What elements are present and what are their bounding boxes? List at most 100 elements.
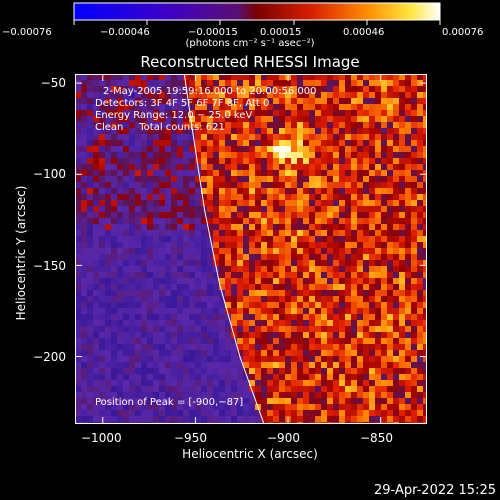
heatmap-cell bbox=[399, 182, 406, 189]
heatmap-cell bbox=[129, 236, 136, 243]
heatmap-cell bbox=[339, 350, 346, 357]
heatmap-cell bbox=[195, 158, 202, 165]
heatmap-cell bbox=[333, 368, 340, 375]
heatmap-cell bbox=[243, 134, 250, 141]
heatmap-cell bbox=[111, 104, 118, 111]
heatmap-cell bbox=[147, 182, 154, 189]
heatmap-cell bbox=[285, 392, 292, 399]
heatmap-cell bbox=[243, 182, 250, 189]
heatmap-cell bbox=[123, 170, 130, 177]
heatmap-cell bbox=[141, 200, 148, 207]
heatmap-cell bbox=[399, 242, 406, 249]
heatmap-cell bbox=[303, 218, 310, 225]
heatmap-cell bbox=[81, 188, 88, 195]
heatmap-cell bbox=[141, 278, 148, 285]
heatmap-cell bbox=[363, 284, 370, 291]
heatmap-cell bbox=[423, 164, 427, 171]
heatmap-cell bbox=[291, 80, 298, 87]
heatmap-cell bbox=[297, 122, 304, 129]
heatmap-cell bbox=[99, 230, 106, 237]
heatmap-cell bbox=[393, 326, 400, 333]
heatmap-cell bbox=[351, 356, 358, 363]
heatmap-cell bbox=[81, 92, 88, 99]
heatmap-cell bbox=[87, 302, 94, 309]
heatmap-cell bbox=[327, 410, 334, 417]
heatmap-cell bbox=[423, 308, 427, 315]
heatmap-cell bbox=[249, 218, 256, 225]
heatmap-cell bbox=[255, 272, 262, 279]
heatmap-cell bbox=[165, 290, 172, 297]
heatmap-cell bbox=[423, 194, 427, 201]
heatmap-cell bbox=[423, 122, 427, 129]
heatmap-cell bbox=[141, 350, 148, 357]
heatmap-cell bbox=[351, 338, 358, 345]
heatmap-cell bbox=[201, 284, 208, 291]
heatmap-cell bbox=[249, 152, 256, 159]
heatmap-cell bbox=[345, 338, 352, 345]
heatmap-cell bbox=[345, 248, 352, 255]
heatmap-cell bbox=[393, 116, 400, 123]
heatmap-cell bbox=[303, 236, 310, 243]
heatmap-cell bbox=[81, 386, 88, 393]
heatmap-cell bbox=[117, 152, 124, 159]
heatmap-cell bbox=[261, 242, 268, 249]
heatmap-cell bbox=[417, 350, 424, 357]
heatmap-cell bbox=[279, 110, 286, 117]
heatmap-cell bbox=[177, 410, 184, 417]
heatmap-cell bbox=[219, 122, 226, 129]
heatmap-cell bbox=[159, 284, 166, 291]
heatmap-cell bbox=[99, 158, 106, 165]
heatmap-cell bbox=[165, 206, 172, 213]
heatmap-cell bbox=[219, 326, 226, 333]
heatmap-cell bbox=[207, 80, 214, 87]
heatmap-cell bbox=[249, 272, 256, 279]
heatmap-cell bbox=[177, 332, 184, 339]
heatmap-cell bbox=[117, 272, 124, 279]
heatmap-cell bbox=[129, 152, 136, 159]
heatmap-cell bbox=[147, 254, 154, 261]
heatmap-cell bbox=[189, 266, 196, 273]
heatmap-cell bbox=[291, 122, 298, 129]
heatmap-cell bbox=[303, 344, 310, 351]
heatmap-cell bbox=[129, 320, 136, 327]
heatmap-cell bbox=[123, 218, 130, 225]
heatmap-cell bbox=[369, 380, 376, 387]
heatmap-cell bbox=[99, 206, 106, 213]
heatmap-cell bbox=[153, 314, 160, 321]
heatmap-cell bbox=[87, 332, 94, 339]
heatmap-cell bbox=[135, 398, 142, 405]
heatmap-cell bbox=[297, 194, 304, 201]
heatmap-cell bbox=[291, 386, 298, 393]
heatmap-cell bbox=[351, 80, 358, 87]
heatmap-cell bbox=[321, 290, 328, 297]
heatmap-cell bbox=[363, 110, 370, 117]
heatmap-cell bbox=[261, 350, 268, 357]
heatmap-cell bbox=[273, 332, 280, 339]
heatmap-cell bbox=[387, 86, 394, 93]
heatmap-cell bbox=[249, 350, 256, 357]
heatmap-cell bbox=[183, 290, 190, 297]
heatmap-cell bbox=[399, 326, 406, 333]
heatmap-cell bbox=[195, 350, 202, 357]
heatmap-cell bbox=[99, 188, 106, 195]
heatmap-cell bbox=[315, 182, 322, 189]
heatmap-cell bbox=[159, 248, 166, 255]
heatmap-cell bbox=[333, 284, 340, 291]
heatmap-cell bbox=[249, 416, 256, 423]
heatmap-cell bbox=[417, 320, 424, 327]
heatmap-cell bbox=[93, 188, 100, 195]
heatmap-cell bbox=[387, 122, 394, 129]
heatmap-cell bbox=[165, 332, 172, 339]
heatmap-cell bbox=[207, 128, 214, 135]
heatmap-cell bbox=[141, 230, 148, 237]
heatmap-cell bbox=[147, 188, 154, 195]
heatmap-cell bbox=[273, 200, 280, 207]
heatmap-cell bbox=[333, 92, 340, 99]
heatmap-cell bbox=[207, 98, 214, 105]
heatmap-cell bbox=[345, 182, 352, 189]
heatmap-cell bbox=[375, 74, 382, 81]
heatmap-cell bbox=[189, 290, 196, 297]
heatmap-cell bbox=[261, 110, 268, 117]
heatmap-cell bbox=[375, 272, 382, 279]
heatmap-cell bbox=[273, 182, 280, 189]
